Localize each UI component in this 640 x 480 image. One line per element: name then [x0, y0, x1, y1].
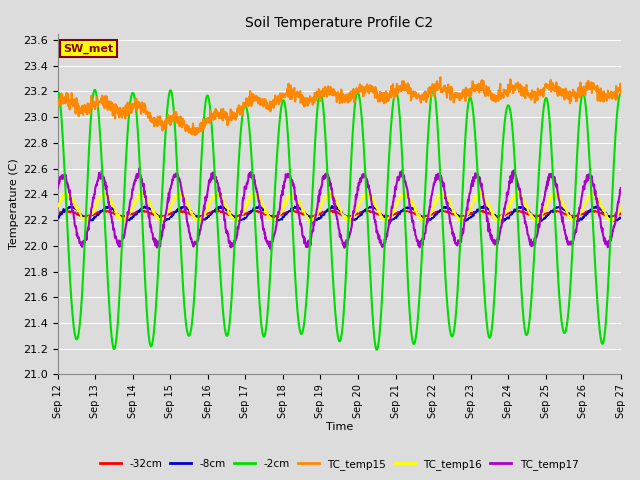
X-axis label: Time: Time	[326, 422, 353, 432]
Title: Soil Temperature Profile C2: Soil Temperature Profile C2	[245, 16, 433, 30]
Legend: -32cm, -8cm, -2cm, TC_temp15, TC_temp16, TC_temp17: -32cm, -8cm, -2cm, TC_temp15, TC_temp16,…	[96, 455, 582, 474]
Y-axis label: Temperature (C): Temperature (C)	[9, 158, 19, 250]
Text: SW_met: SW_met	[63, 44, 113, 54]
